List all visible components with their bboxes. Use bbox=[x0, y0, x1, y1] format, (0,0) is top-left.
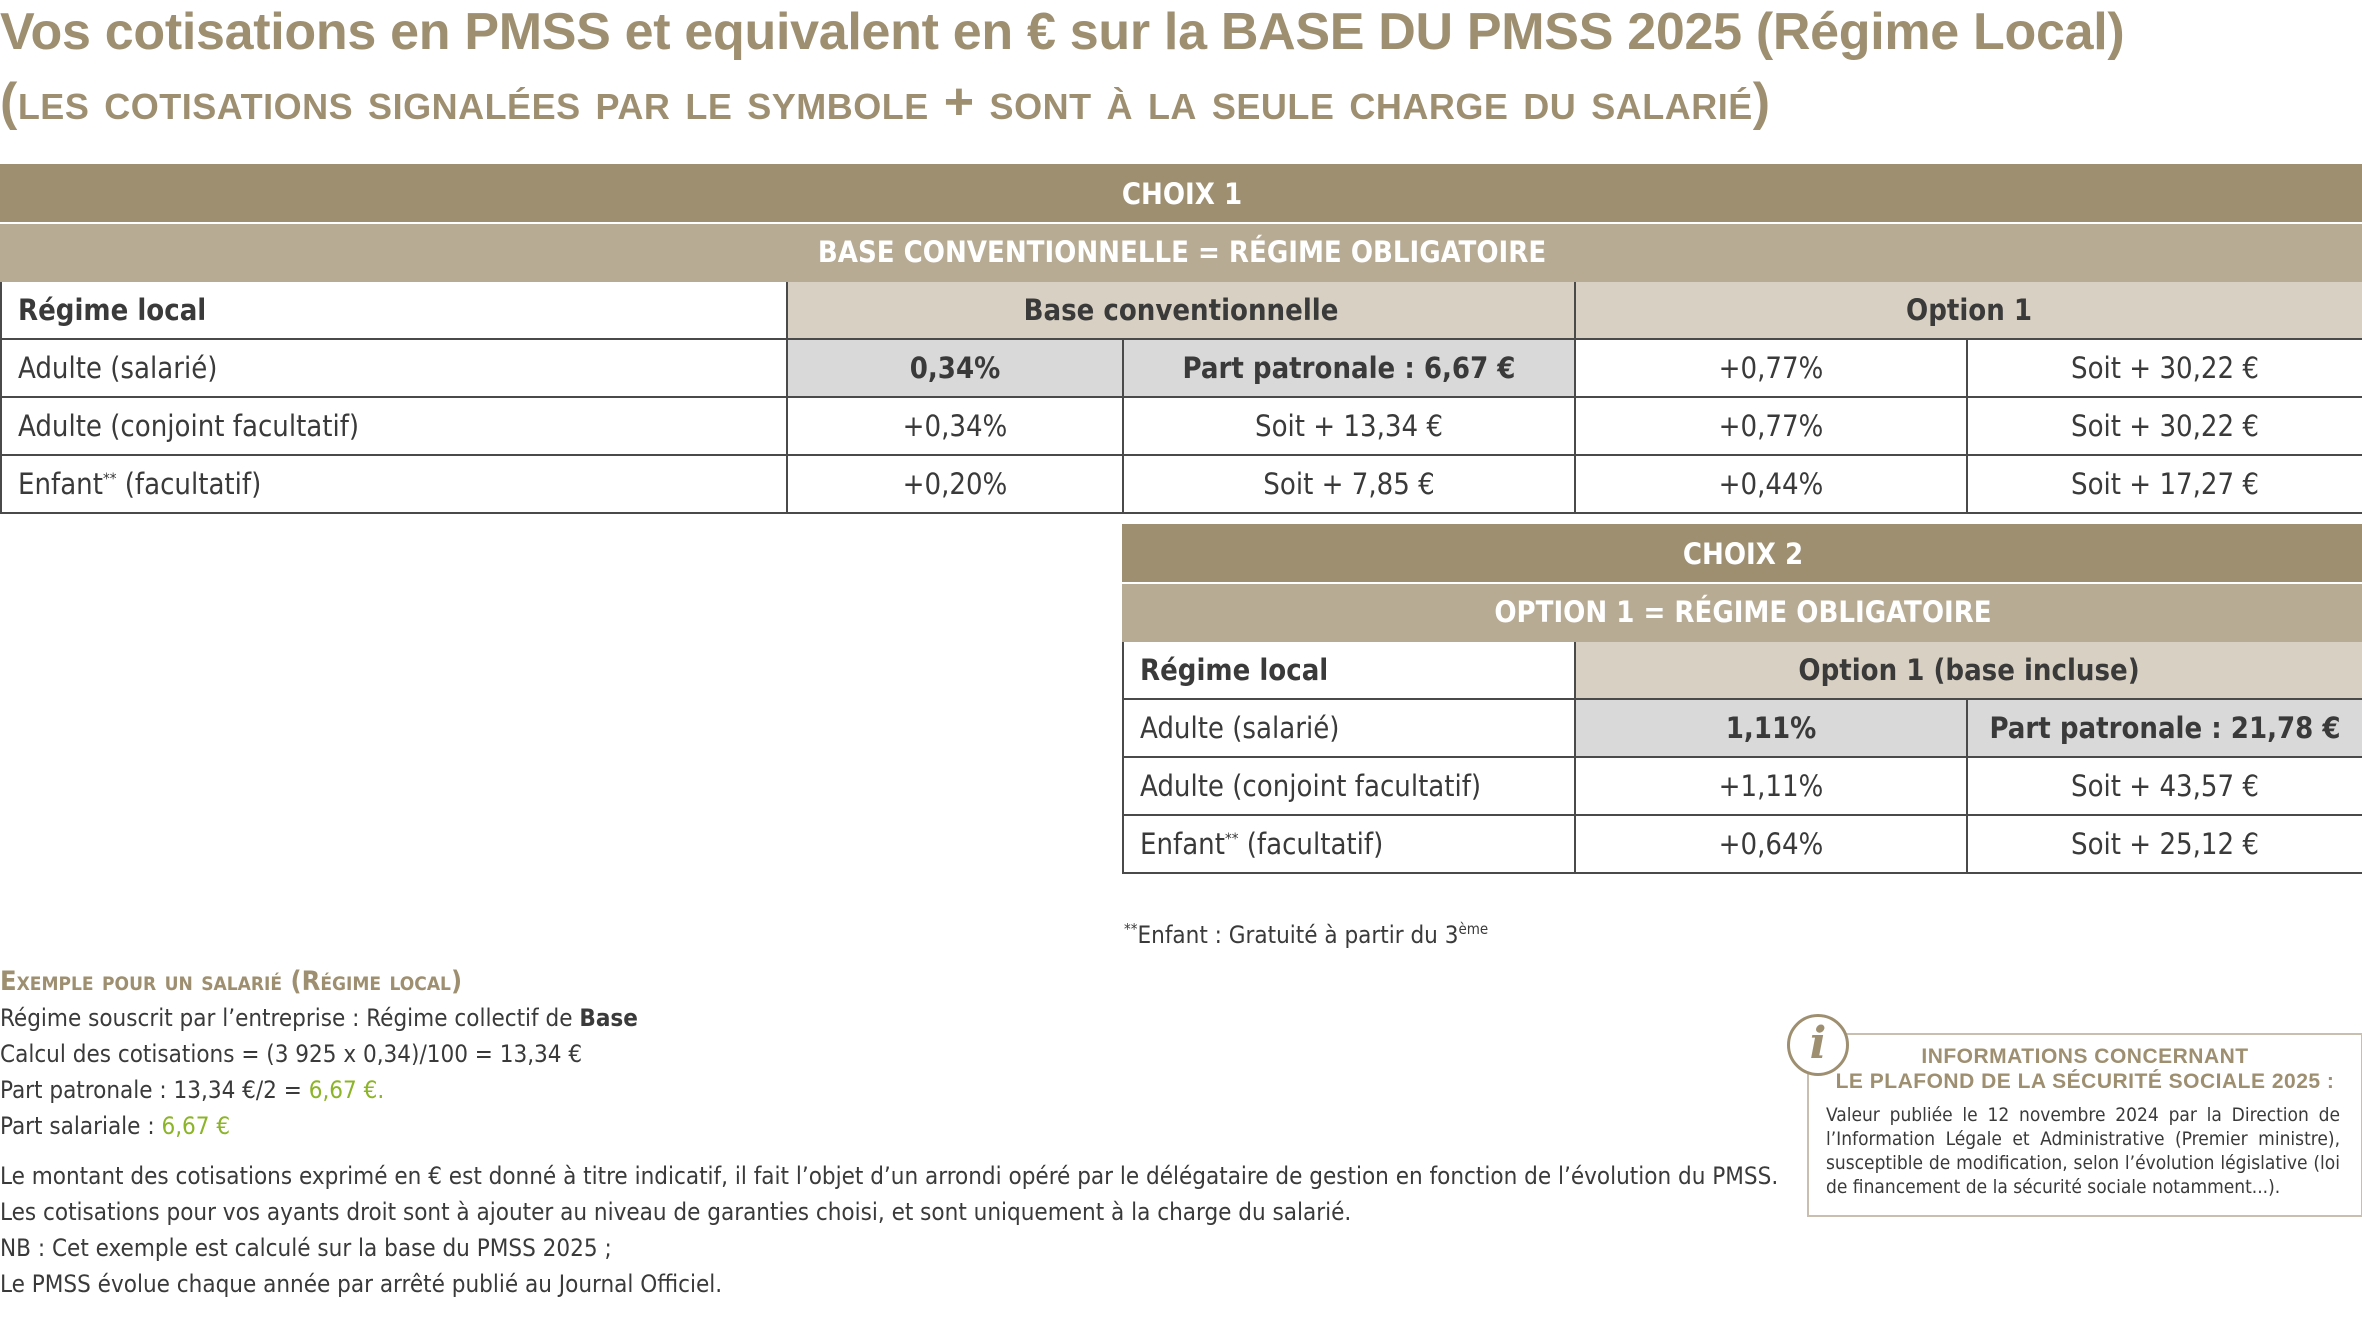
page-title: Vos cotisations en PMSS et equivalent en… bbox=[0, 3, 2125, 61]
table-row: Enfant** (facultatif) +0,64% Soit + 25,1… bbox=[1122, 814, 2362, 874]
table-row: Enfant** (facultatif) +0,20% Soit + 7,85… bbox=[0, 454, 2362, 514]
note-line: NB : Cet exemple est calculé sur la base… bbox=[0, 1234, 612, 1262]
choix2-subheader: OPTION 1 = RÉGIME OBLIGATOIRE bbox=[1121, 582, 2362, 642]
col-regime-local: Régime local bbox=[1122, 640, 1576, 700]
base-amount: Part patronale : 6,67 € bbox=[1122, 338, 1576, 398]
page-subtitle: (les cotisations signalées par le symbol… bbox=[0, 73, 1771, 131]
info-title: INFORMATIONS CONCERNANT LE PLAFOND DE LA… bbox=[1835, 1045, 2335, 1093]
base-amount: Soit + 7,85 € bbox=[1122, 454, 1576, 514]
option-amount: Soit + 30,22 € bbox=[1965, 396, 2362, 456]
example-line: Part salariale : 6,67 € bbox=[0, 1112, 231, 1140]
note-line: Le montant des cotisations exprimé en € … bbox=[0, 1162, 1779, 1190]
base-rate: +0,34% bbox=[786, 396, 1124, 456]
option-amount: Soit + 17,27 € bbox=[1965, 454, 2362, 514]
example-line: Régime souscrit par l’entreprise : Régim… bbox=[0, 1004, 638, 1032]
example-heading: Exemple pour un salarié (Régime local) bbox=[0, 966, 463, 997]
col-option-1: Option 1 bbox=[1573, 280, 2362, 340]
row-label: Adulte (salarié) bbox=[0, 338, 788, 398]
footnote: **Enfant : Gratuité à partir du 3ème bbox=[1124, 920, 1489, 949]
col-option-1-base-incluse: Option 1 (base incluse) bbox=[1573, 640, 2362, 700]
example-line: Part patronale : 13,34 €/2 = 6,67 €. bbox=[0, 1076, 385, 1104]
table-row: Adulte (conjoint facultatif) +0,34% Soit… bbox=[0, 396, 2362, 456]
table-row: Adulte (conjoint facultatif) +1,11% Soit… bbox=[1122, 756, 2362, 816]
option-rate: +0,44% bbox=[1574, 454, 1968, 514]
col-regime-local: Régime local bbox=[0, 280, 788, 340]
note-line: Les cotisations pour vos ayants droit so… bbox=[0, 1198, 1352, 1226]
col-base-conventionnelle: Base conventionnelle bbox=[786, 280, 1576, 340]
info-body: Valeur publiée le 12 novembre 2024 par l… bbox=[1826, 1104, 2340, 1198]
choix1-subheader: BASE CONVENTIONNELLE = RÉGIME OBLIGATOIR… bbox=[0, 222, 2362, 282]
notes-paragraphs: Le montant des cotisations exprimé en € … bbox=[0, 1158, 1778, 1302]
choix1-table: CHOIX 1 BASE CONVENTIONNELLE = RÉGIME OB… bbox=[0, 164, 2362, 514]
row-label: Adulte (conjoint facultatif) bbox=[1122, 756, 1576, 816]
row-label: Enfant** (facultatif) bbox=[1122, 814, 1576, 874]
option-amount: Soit + 43,57 € bbox=[1965, 756, 2362, 816]
info-icon: i bbox=[1787, 1014, 1849, 1076]
row-label: Adulte (conjoint facultatif) bbox=[0, 396, 788, 456]
example-block: Exemple pour un salarié (Régime local) R… bbox=[0, 964, 638, 1144]
option-rate: +0,77% bbox=[1574, 338, 1968, 398]
option-amount: Soit + 30,22 € bbox=[1965, 338, 2362, 398]
table-row: Adulte (salarié) 1,11% Part patronale : … bbox=[1122, 698, 2362, 758]
example-line: Calcul des cotisations = (3 925 x 0,34)/… bbox=[0, 1040, 583, 1068]
base-rate: 0,34% bbox=[786, 338, 1124, 398]
option-rate: +0,77% bbox=[1574, 396, 1968, 456]
option-rate: +1,11% bbox=[1574, 756, 1968, 816]
choix2-header: CHOIX 2 bbox=[1121, 524, 2362, 584]
option-rate: 1,11% bbox=[1574, 698, 1968, 758]
choix1-header: CHOIX 1 bbox=[0, 164, 2362, 224]
base-rate: +0,20% bbox=[786, 454, 1124, 514]
table-row: Adulte (salarié) 0,34% Part patronale : … bbox=[0, 338, 2362, 398]
base-amount: Soit + 13,34 € bbox=[1122, 396, 1576, 456]
row-label: Adulte (salarié) bbox=[1122, 698, 1576, 758]
row-label: Enfant** (facultatif) bbox=[0, 454, 788, 514]
option-amount: Part patronale : 21,78 € bbox=[1965, 698, 2362, 758]
option-rate: +0,64% bbox=[1574, 814, 1968, 874]
choix2-table: CHOIX 2 OPTION 1 = RÉGIME OBLIGATOIRE Ré… bbox=[1121, 524, 2362, 874]
note-line: Le PMSS évolue chaque année par arrêté p… bbox=[0, 1270, 723, 1298]
option-amount: Soit + 25,12 € bbox=[1965, 814, 2362, 874]
